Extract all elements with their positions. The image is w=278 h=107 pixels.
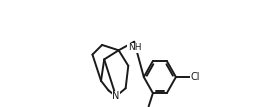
Text: Cl: Cl (191, 72, 200, 82)
Text: NH: NH (128, 43, 142, 52)
Text: N: N (112, 91, 120, 101)
